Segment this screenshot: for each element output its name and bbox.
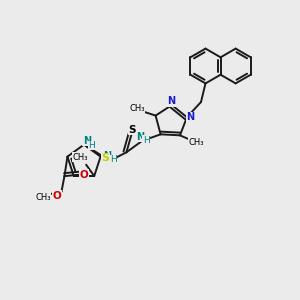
Text: N: N <box>167 96 175 106</box>
Text: O: O <box>52 190 61 201</box>
Text: S: S <box>129 124 136 134</box>
Text: N: N <box>83 136 91 146</box>
Text: S: S <box>102 153 110 163</box>
Text: N: N <box>136 132 144 142</box>
Text: N: N <box>103 151 111 161</box>
Text: H: H <box>88 141 95 150</box>
Text: O: O <box>80 169 88 180</box>
Text: CH₃: CH₃ <box>129 103 145 112</box>
Text: CH₃: CH₃ <box>188 138 204 147</box>
Text: N: N <box>186 112 194 122</box>
Text: CH₃: CH₃ <box>72 153 88 162</box>
Text: H: H <box>143 136 150 145</box>
Text: CH₃: CH₃ <box>35 193 51 202</box>
Text: H: H <box>110 155 117 164</box>
